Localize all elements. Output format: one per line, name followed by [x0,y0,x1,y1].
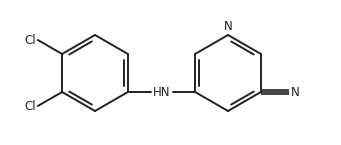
Text: Cl: Cl [24,99,36,113]
Text: HN: HN [153,86,170,98]
Text: N: N [224,20,232,33]
Text: Cl: Cl [24,33,36,47]
Text: N: N [291,86,300,98]
